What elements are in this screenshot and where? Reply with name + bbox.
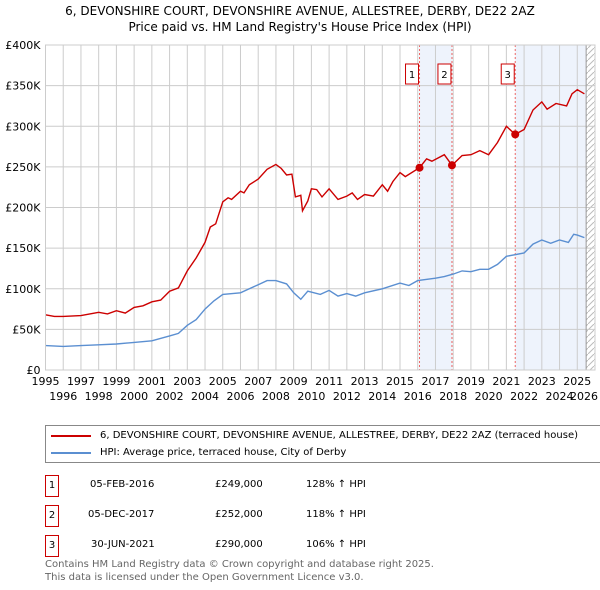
x-tick-label: 2006 [226,390,254,403]
sale-marker-box: 3 [45,535,59,557]
sale-hpi: 106% ↑ HPI [306,539,366,550]
x-tick-label: 2021 [492,375,520,388]
y-tick-label: £300K [5,120,41,133]
x-tick-label: 2015 [386,375,414,388]
x-tick-label: 2000 [120,390,148,403]
y-tick-label: £400K [5,39,41,52]
sale-marker-box: 1 [45,475,59,497]
sale-price: £290,000 [215,539,263,550]
legend: 6, DEVONSHIRE COURT, DEVONSHIRE AVENUE, … [45,425,600,463]
x-tick-label: 2022 [510,390,538,403]
x-tick-label: 2017 [421,375,449,388]
x-tick-label: 2018 [439,390,467,403]
table-row: 2 05-DEC-2017 £252,000 118% ↑ HPI [45,505,445,527]
y-tick-label: £200K [5,202,41,215]
sale-date: 05-FEB-2016 [90,479,155,490]
y-tick-label: £350K [5,80,41,93]
y-tick-label: £50K [12,323,41,336]
sale-date: 05-DEC-2017 [88,509,155,520]
sale-label: 3 [505,70,511,81]
property-series-line [45,88,585,318]
footer-licence: This data is licensed under the Open Gov… [45,572,364,583]
sale-price: £249,000 [215,479,263,490]
x-tick-label: 2001 [138,375,166,388]
x-tick-label: 2026 [570,390,598,403]
blue-line-swatch [51,452,91,454]
price-chart: 1995 1996 1997 1998 1999 2000 2001 2002 2003 2004… [5,39,598,403]
x-tick-label: 2013 [351,375,379,388]
sale-point [447,161,456,170]
x-tick-label: 1995 [32,375,60,388]
x-tick-label: 2003 [173,375,201,388]
y-tick-label: £250K [5,161,41,174]
y-tick-label: £150K [5,242,41,255]
x-tick-label: 2010 [297,390,325,403]
x-tick-label: 2007 [244,375,272,388]
sale-hpi: 118% ↑ HPI [306,509,366,520]
sale-label-box [437,63,452,85]
x-tick-label: 2011 [315,375,343,388]
x-tick-label: 2005 [209,375,237,388]
x-tick-label: 2025 [563,375,591,388]
x-tick-label: 2016 [404,390,432,403]
hpi-series-line [45,233,585,348]
x-tick-label: 2008 [262,390,290,403]
sale-marker-box: 2 [45,505,59,527]
x-tick-label: 2012 [333,390,361,403]
sale-point [415,163,424,172]
legend-item-hpi: HPI: Average price, terraced house, City… [51,447,346,459]
sale-point [511,130,520,139]
x-tick-label: 2009 [280,375,308,388]
plot-border [45,44,596,371]
x-tick-label: 2002 [156,390,184,403]
sale-price: £252,000 [215,509,263,520]
x-tick-label: 2024 [546,390,574,403]
sale-label: 2 [441,70,447,81]
legend-label: 6, DEVONSHIRE COURT, DEVONSHIRE AVENUE, … [100,430,578,441]
y-tick-label: £0 [27,364,41,377]
x-tick-label: 1996 [49,390,77,403]
x-tick-label: 1997 [67,375,95,388]
x-tick-label: 2014 [368,390,396,403]
x-tick-label: 2020 [475,390,503,403]
red-line-swatch [51,435,91,437]
x-tick-label: 1998 [85,390,113,403]
table-row: 3 30-JUN-2021 £290,000 106% ↑ HPI [45,535,445,557]
footer-copyright: Contains HM Land Registry data © Crown c… [45,559,434,570]
x-tick-label: 2004 [191,390,219,403]
x-tick-label: 2019 [457,375,485,388]
legend-item-property: 6, DEVONSHIRE COURT, DEVONSHIRE AVENUE, … [51,430,578,442]
x-tick-label: 1999 [102,375,130,388]
sale-label-box [500,63,515,85]
table-row: 1 05-FEB-2016 £249,000 128% ↑ HPI [45,475,445,497]
chart-title: 6, DEVONSHIRE COURT, DEVONSHIRE AVENUE, … [65,4,535,18]
sale-date: 30-JUN-2021 [91,539,155,550]
sale-hpi: 128% ↑ HPI [306,479,366,490]
y-tick-label: £100K [5,283,41,296]
legend-label: HPI: Average price, terraced house, City… [100,447,347,458]
sale-label-box [405,63,420,85]
x-tick-label: 2023 [528,375,556,388]
sale-label: 1 [409,70,415,81]
chart-subtitle: Price paid vs. HM Land Registry's House … [128,20,472,34]
